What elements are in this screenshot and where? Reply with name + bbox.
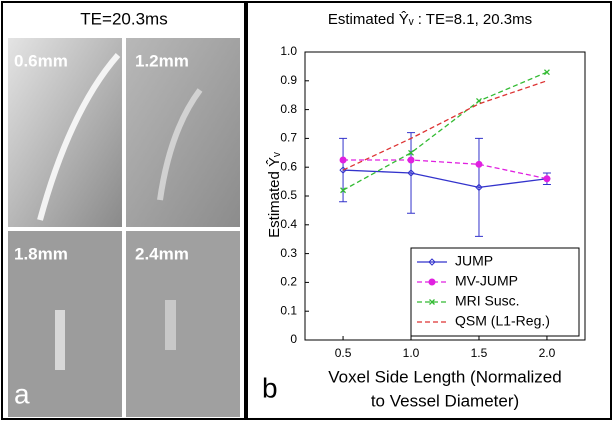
legend-label: MV-JUMP (455, 273, 518, 289)
legend-box (410, 247, 580, 337)
vessel (55, 310, 65, 370)
marker (543, 175, 551, 183)
panel-a-title: TE=20.3ms (80, 9, 167, 28)
x-tick-label: 1.5 (471, 346, 488, 360)
image-label: 1.2mm (135, 51, 189, 70)
marker (339, 156, 347, 164)
marker (407, 169, 415, 177)
panel-b-frame (246, 1, 612, 420)
marker (428, 278, 436, 286)
error-bar (339, 137, 348, 203)
x-tick-label: 2.0 (539, 346, 556, 360)
marker (543, 69, 550, 76)
y-tick-label: 0.6 (280, 159, 297, 173)
series-line (343, 169, 548, 189)
image-label: 1.8mm (14, 244, 68, 263)
marker (407, 156, 415, 164)
legend-label: QSM (L1-Reg.) (455, 313, 550, 329)
y-tick-label: 0.2 (280, 275, 297, 289)
y-tick-label: 0.8 (280, 102, 297, 116)
y-tick-label: 0 (290, 332, 297, 346)
marker (428, 258, 436, 266)
image-tile (126, 231, 240, 417)
chart-title: Estimated Ŷᵥ : TE=8.1, 20.3ms (328, 11, 532, 28)
legend-label: JUMP (455, 253, 493, 269)
image-tile (126, 38, 240, 227)
y-axis-label: Estimated Ŷᵥ (266, 152, 283, 238)
legend-label: MRI Susc. (455, 293, 520, 309)
x-tick-label: 1.0 (403, 346, 420, 360)
y-tick-label: 0.1 (280, 303, 297, 317)
y-tick-label: 0.3 (280, 246, 297, 260)
y-tick-label: 0.7 (280, 131, 297, 145)
panel-label: a (14, 378, 30, 409)
x-axis-label: to Vessel Diameter) (371, 391, 519, 410)
marker (408, 149, 414, 156)
x-axis-label: Voxel Side Length (Normalized (328, 367, 561, 386)
marker (429, 299, 435, 305)
marker (340, 187, 347, 194)
vessel (37, 53, 121, 221)
y-tick-label: 1.0 (280, 44, 297, 58)
panel-label: b (262, 372, 278, 403)
vessel (165, 300, 176, 350)
image-label: 0.6mm (14, 51, 68, 70)
series-line (342, 80, 548, 171)
vessel (157, 88, 203, 201)
x-tick-label: 0.5 (335, 346, 352, 360)
error-bar (407, 132, 416, 214)
series-line (343, 159, 548, 180)
y-tick-label: 0.5 (280, 188, 297, 202)
y-tick-label: 0.4 (280, 217, 297, 231)
image-label: 2.4mm (135, 244, 189, 263)
y-tick-label: 0.9 (280, 73, 297, 87)
marker (475, 183, 483, 192)
series-line (342, 71, 548, 191)
marker (475, 160, 483, 168)
error-bar (474, 137, 483, 237)
